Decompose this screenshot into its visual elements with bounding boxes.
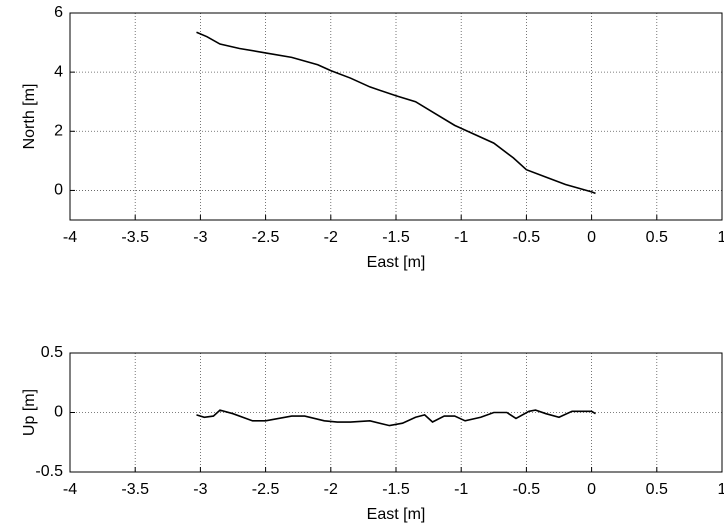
x-tick-label: 0.5 bbox=[646, 481, 668, 498]
x-tick-label: -4 bbox=[63, 481, 77, 498]
x-tick-label: -3.5 bbox=[121, 481, 149, 498]
y-tick-label: -0.5 bbox=[35, 463, 63, 480]
x-tick-label: -4 bbox=[63, 229, 77, 246]
y-tick-label: 6 bbox=[54, 4, 63, 21]
x-tick-label: 0.5 bbox=[646, 229, 668, 246]
x-tick-label: -2.5 bbox=[252, 229, 280, 246]
y-axis-label: Up [m] bbox=[21, 389, 38, 436]
data-line bbox=[196, 31, 596, 195]
x-tick-label: -1 bbox=[454, 229, 468, 246]
x-tick-label: 1 bbox=[718, 481, 724, 498]
y-tick-label: 4 bbox=[54, 63, 63, 80]
x-tick-label: 1 bbox=[718, 229, 724, 246]
x-tick-label: -1 bbox=[454, 481, 468, 498]
plot-area bbox=[70, 353, 722, 472]
x-tick-label: -0.5 bbox=[513, 229, 541, 246]
y-tick-label: 0 bbox=[54, 404, 63, 421]
x-tick-label: 0 bbox=[587, 481, 596, 498]
x-tick-label: -2 bbox=[324, 229, 338, 246]
x-tick-label: -1.5 bbox=[382, 229, 410, 246]
x-tick-label: -2.5 bbox=[252, 481, 280, 498]
axes-frame bbox=[69, 352, 723, 473]
axes-frame bbox=[69, 12, 723, 221]
x-tick-label: 0 bbox=[587, 229, 596, 246]
data-line bbox=[196, 409, 596, 427]
x-tick-label: -3 bbox=[193, 229, 207, 246]
plot-area bbox=[70, 13, 722, 220]
y-axis-label: North [m] bbox=[21, 84, 38, 150]
x-axis-label: East [m] bbox=[367, 506, 426, 523]
x-tick-label: -3.5 bbox=[121, 229, 149, 246]
x-tick-label: -2 bbox=[324, 481, 338, 498]
y-tick-label: 0.5 bbox=[41, 344, 63, 361]
x-axis-label: East [m] bbox=[367, 254, 426, 271]
y-tick-label: 2 bbox=[54, 123, 63, 140]
x-tick-label: -1.5 bbox=[382, 481, 410, 498]
x-tick-label: -0.5 bbox=[513, 481, 541, 498]
x-tick-label: -3 bbox=[193, 481, 207, 498]
y-tick-label: 0 bbox=[54, 182, 63, 199]
